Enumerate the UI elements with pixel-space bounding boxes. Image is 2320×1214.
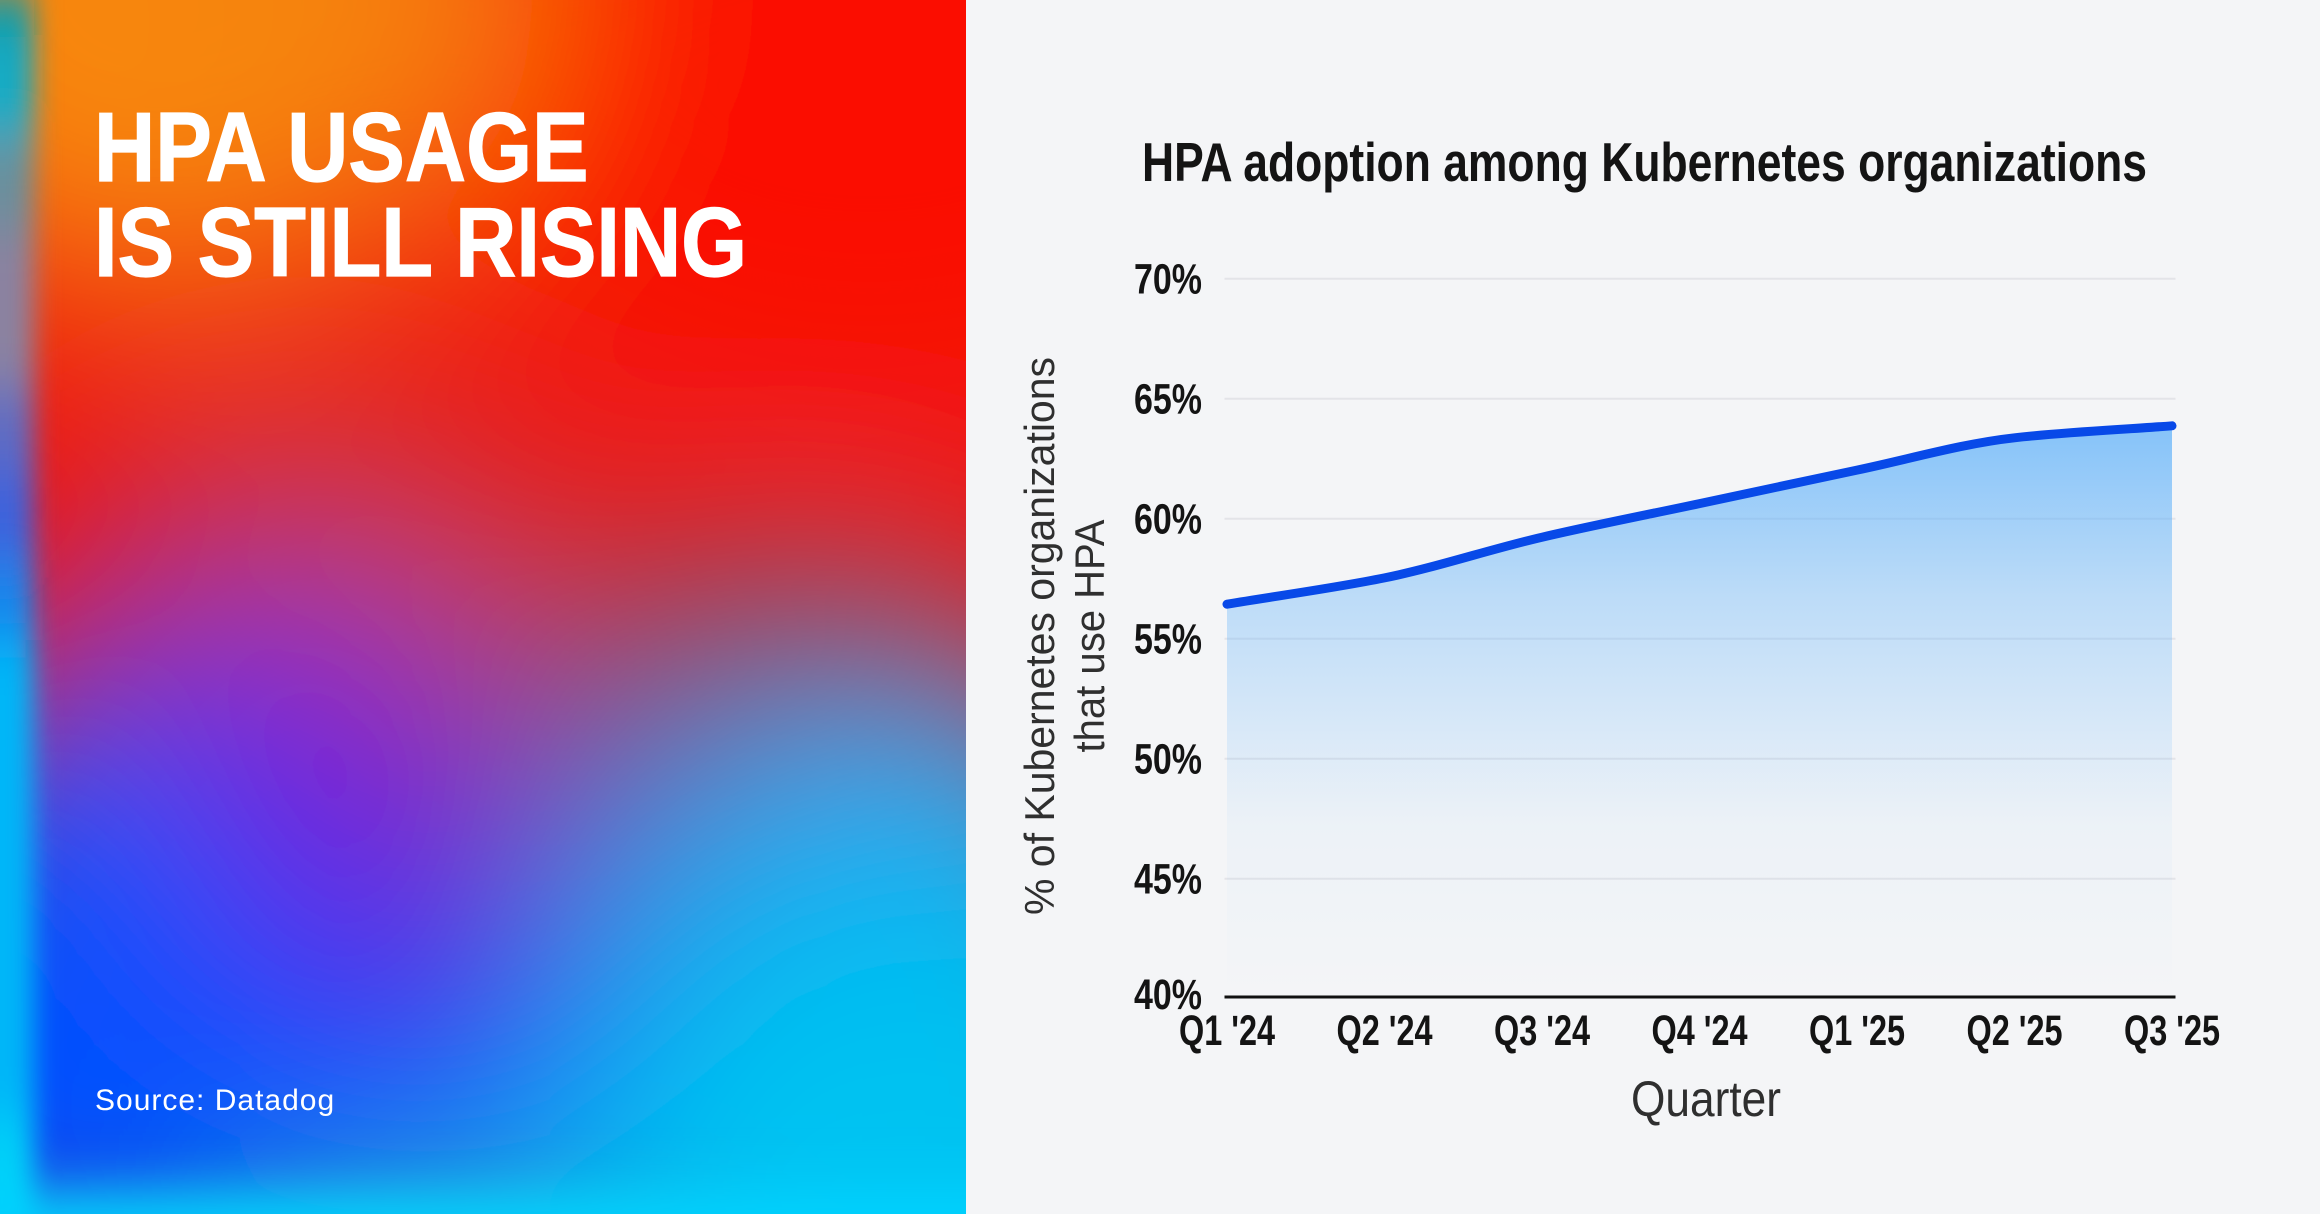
svg-text:Q2 '25: Q2 '25	[1967, 1007, 2063, 1055]
svg-text:45%: 45%	[1134, 856, 1202, 904]
svg-text:Q4 '24: Q4 '24	[1652, 1007, 1748, 1055]
svg-text:Q2 '24: Q2 '24	[1337, 1007, 1433, 1055]
svg-text:HPA adoption among Kubernetes: HPA adoption among Kubernetes organizati…	[1142, 131, 2147, 193]
svg-text:Q3 '24: Q3 '24	[1494, 1007, 1590, 1055]
svg-text:that use HPA: that use HPA	[1066, 520, 1113, 753]
svg-text:60%: 60%	[1134, 496, 1202, 544]
svg-text:Q3 '25: Q3 '25	[2124, 1007, 2220, 1055]
svg-text:65%: 65%	[1134, 376, 1202, 424]
svg-text:Quarter: Quarter	[1631, 1071, 1781, 1127]
svg-text:% of Kubernetes organizations: % of Kubernetes organizations	[1016, 357, 1063, 915]
svg-text:Q1 '24: Q1 '24	[1179, 1007, 1275, 1055]
svg-text:70%: 70%	[1134, 256, 1202, 304]
svg-text:40%: 40%	[1134, 971, 1202, 1019]
svg-text:Q1 '25: Q1 '25	[1809, 1007, 1905, 1055]
svg-text:50%: 50%	[1134, 736, 1202, 784]
svg-text:55%: 55%	[1134, 616, 1202, 664]
